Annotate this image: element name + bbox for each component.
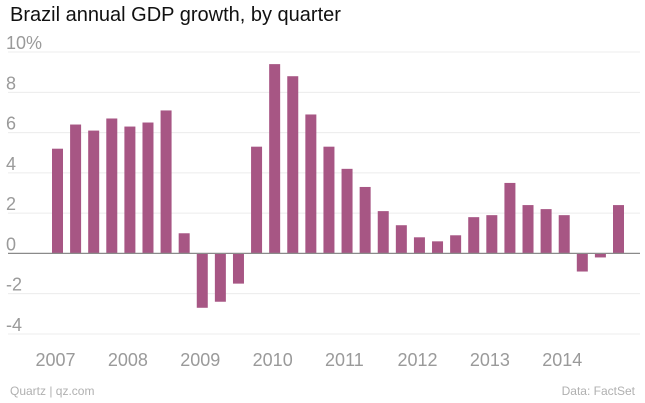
y-tick-label: 2: [6, 194, 16, 214]
bar-2014-q4: [613, 205, 624, 254]
bars: [52, 64, 624, 308]
bar-2007-q1: [52, 148, 63, 254]
x-tick-label: 2008: [108, 350, 148, 370]
y-tick-label: -4: [6, 315, 22, 335]
bar-2014-q2: [576, 253, 588, 272]
y-tick-label: 4: [6, 154, 16, 174]
bar-2012-q4: [468, 217, 480, 254]
bar-2008-q2: [142, 122, 154, 254]
bar-2010-q4: [323, 146, 335, 254]
bar-2011-q2: [359, 186, 371, 254]
bar-2010-q2: [287, 76, 299, 254]
bar-2014-q3: [594, 253, 606, 258]
y-tick-label: 0: [6, 234, 16, 254]
bar-2010-q3: [305, 114, 317, 254]
y-tick-label: 6: [6, 114, 16, 134]
bar-2012-q1: [413, 237, 425, 254]
bar-2007-q2: [70, 124, 82, 254]
x-tick-label: 2009: [180, 350, 220, 370]
bar-2013-q4: [540, 209, 552, 254]
bar-2007-q4: [106, 118, 118, 254]
bar-2008-q3: [160, 110, 172, 254]
data-source: Data: FactSet: [561, 384, 635, 398]
bar-2013-q1: [486, 215, 498, 254]
bar-2009-q2: [214, 253, 226, 302]
bar-2013-q2: [504, 182, 516, 254]
source-credit[interactable]: Quartz | qz.com: [10, 384, 95, 398]
y-tick-label: 10%: [6, 33, 42, 53]
bar-2011-q4: [395, 225, 407, 254]
x-tick-label: 2012: [397, 350, 437, 370]
bar-2011-q1: [341, 168, 353, 254]
y-tick-label: -2: [6, 275, 22, 295]
bar-2009-q1: [196, 253, 208, 308]
bar-2013-q3: [522, 205, 534, 254]
x-tick-label: 2014: [542, 350, 582, 370]
chart-title: Brazil annual GDP growth, by quarter: [10, 4, 341, 26]
bar-2012-q2: [432, 241, 444, 254]
x-axis-tick-labels: 2007 2008 2009 2010 2011 2012 2013 2014: [36, 350, 583, 370]
x-tick-label: 2011: [325, 350, 364, 370]
bar-2009-q4: [251, 146, 263, 254]
bar-2010-q1: [269, 64, 281, 254]
x-tick-label: 2010: [253, 350, 293, 370]
bar-2014-q1: [558, 215, 570, 254]
bar-2008-q4: [178, 233, 190, 254]
bar-2007-q3: [88, 130, 100, 254]
bar-2008-q1: [124, 126, 136, 254]
x-tick-label: 2007: [36, 350, 76, 370]
bar-2012-q3: [450, 235, 462, 254]
y-tick-label: 8: [6, 73, 16, 93]
bar-2009-q3: [232, 253, 244, 284]
x-tick-label: 2013: [470, 350, 510, 370]
y-axis-tick-labels: 10% 8 6 4 2 0 -2 -4: [6, 33, 42, 335]
bar-2011-q3: [377, 211, 389, 254]
